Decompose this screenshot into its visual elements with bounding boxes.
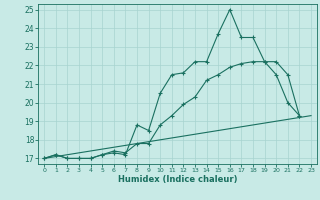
X-axis label: Humidex (Indice chaleur): Humidex (Indice chaleur): [118, 175, 237, 184]
